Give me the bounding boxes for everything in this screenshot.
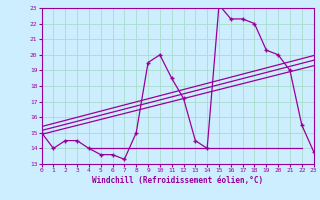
X-axis label: Windchill (Refroidissement éolien,°C): Windchill (Refroidissement éolien,°C) <box>92 176 263 185</box>
